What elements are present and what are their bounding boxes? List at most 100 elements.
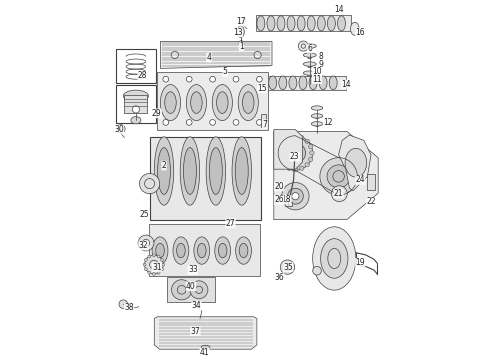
Ellipse shape [186, 85, 206, 121]
Ellipse shape [236, 237, 251, 264]
Bar [148, 224, 260, 276]
Ellipse shape [145, 255, 163, 274]
Text: 40: 40 [186, 282, 196, 291]
Ellipse shape [299, 166, 304, 170]
Ellipse shape [303, 53, 316, 57]
Bar [116, 49, 156, 83]
Ellipse shape [287, 136, 291, 140]
Ellipse shape [157, 255, 160, 258]
Ellipse shape [215, 237, 231, 264]
Ellipse shape [288, 188, 303, 204]
Ellipse shape [269, 76, 277, 90]
Ellipse shape [278, 157, 282, 162]
Text: 25: 25 [139, 210, 149, 219]
Ellipse shape [148, 271, 151, 274]
Text: 24: 24 [355, 175, 365, 184]
Ellipse shape [156, 243, 164, 258]
Ellipse shape [282, 139, 286, 143]
Ellipse shape [194, 237, 210, 264]
Text: 4: 4 [207, 53, 212, 62]
Ellipse shape [303, 62, 316, 66]
Ellipse shape [285, 143, 305, 163]
Ellipse shape [318, 16, 325, 31]
Text: 21: 21 [334, 189, 343, 198]
Ellipse shape [145, 258, 147, 261]
Ellipse shape [331, 186, 347, 202]
Text: 26: 26 [274, 195, 284, 204]
Ellipse shape [267, 16, 275, 31]
Ellipse shape [282, 163, 286, 167]
Text: 31: 31 [152, 263, 162, 271]
Ellipse shape [195, 318, 205, 325]
Ellipse shape [308, 82, 312, 86]
Text: 27: 27 [226, 219, 235, 228]
Text: 23: 23 [290, 152, 299, 161]
Ellipse shape [338, 16, 345, 31]
Ellipse shape [117, 125, 125, 133]
Ellipse shape [320, 239, 348, 278]
Polygon shape [154, 317, 257, 349]
Text: 33: 33 [188, 266, 197, 274]
Ellipse shape [297, 16, 305, 31]
Ellipse shape [345, 148, 367, 177]
Text: 12: 12 [323, 118, 333, 127]
Text: 7: 7 [262, 120, 267, 129]
Text: 19: 19 [355, 258, 365, 267]
Bar [261, 114, 266, 127]
Ellipse shape [217, 92, 228, 113]
Ellipse shape [171, 51, 178, 58]
Ellipse shape [308, 73, 312, 77]
Text: 32: 32 [139, 241, 148, 250]
Ellipse shape [282, 183, 309, 210]
Ellipse shape [287, 166, 291, 170]
Ellipse shape [292, 193, 299, 200]
Ellipse shape [152, 237, 168, 264]
Ellipse shape [161, 258, 164, 261]
Ellipse shape [209, 148, 222, 194]
Ellipse shape [257, 16, 265, 31]
Ellipse shape [257, 76, 262, 82]
Ellipse shape [173, 237, 189, 264]
Ellipse shape [148, 255, 151, 258]
Ellipse shape [132, 106, 140, 113]
Ellipse shape [305, 139, 309, 143]
Ellipse shape [176, 243, 185, 258]
Text: 34: 34 [192, 302, 201, 310]
Ellipse shape [309, 76, 317, 90]
Bar [258, 76, 346, 90]
Ellipse shape [210, 76, 216, 82]
Ellipse shape [280, 260, 294, 274]
Bar [149, 137, 261, 220]
Ellipse shape [239, 18, 245, 23]
Text: 6: 6 [307, 44, 312, 53]
Text: 14: 14 [334, 4, 343, 13]
Text: 15: 15 [257, 84, 267, 93]
Ellipse shape [239, 41, 244, 46]
Text: 13: 13 [233, 28, 243, 37]
Polygon shape [274, 130, 303, 169]
Ellipse shape [235, 148, 248, 194]
Ellipse shape [201, 345, 210, 350]
Text: 38: 38 [124, 303, 134, 312]
Ellipse shape [163, 120, 169, 125]
Text: 35: 35 [283, 263, 293, 271]
Ellipse shape [329, 76, 337, 90]
Ellipse shape [277, 151, 281, 155]
Ellipse shape [278, 136, 313, 170]
Ellipse shape [186, 120, 192, 125]
Ellipse shape [291, 149, 300, 157]
Bar [116, 85, 156, 123]
Text: 10: 10 [312, 68, 322, 77]
Ellipse shape [180, 137, 199, 205]
Bar [167, 277, 215, 302]
Ellipse shape [152, 254, 155, 257]
Ellipse shape [309, 144, 313, 149]
Ellipse shape [299, 136, 304, 140]
Ellipse shape [219, 243, 227, 258]
Text: 8: 8 [319, 52, 324, 61]
Ellipse shape [237, 26, 245, 37]
Ellipse shape [162, 263, 165, 266]
Polygon shape [274, 131, 378, 220]
Polygon shape [160, 41, 272, 68]
Text: 16: 16 [355, 28, 365, 37]
